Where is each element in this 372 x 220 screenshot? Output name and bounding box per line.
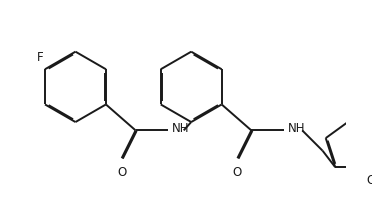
Text: O: O <box>233 166 242 179</box>
Text: O: O <box>117 166 126 179</box>
Text: NH: NH <box>172 122 189 135</box>
Text: NH: NH <box>288 122 305 135</box>
Text: O: O <box>366 174 372 187</box>
Text: F: F <box>37 51 44 64</box>
